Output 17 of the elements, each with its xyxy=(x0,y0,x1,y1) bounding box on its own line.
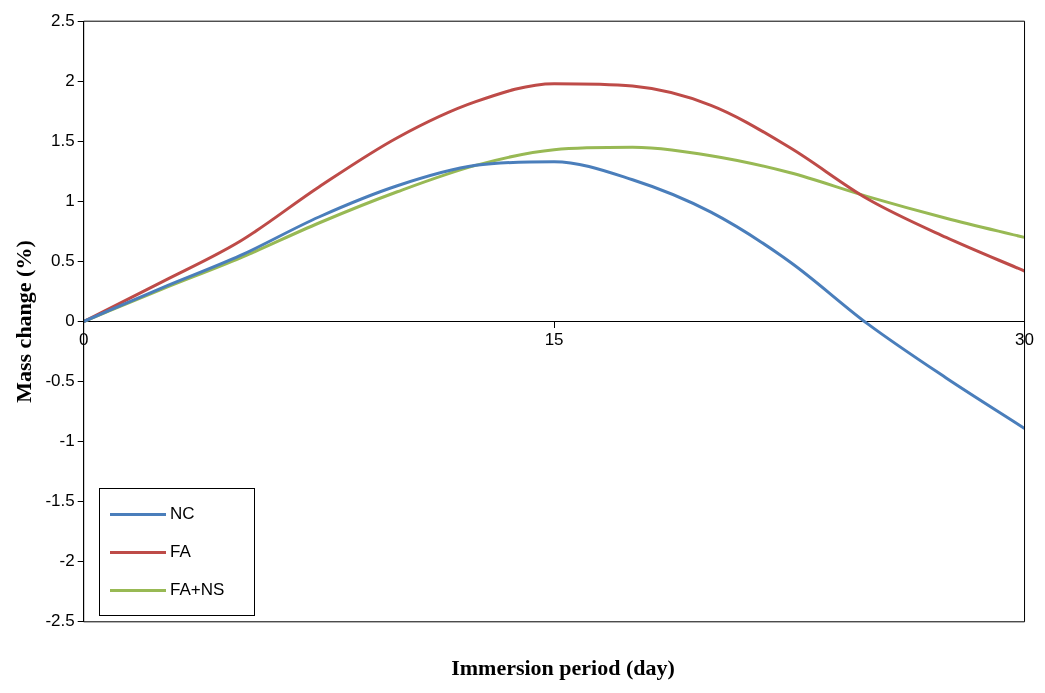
legend-label: FA+NS xyxy=(170,580,225,600)
y-tick-label: 0.5 xyxy=(51,251,75,271)
y-tick-label: 2 xyxy=(65,70,75,90)
legend-label: FA xyxy=(170,542,191,562)
y-tick-label: 0 xyxy=(65,311,75,331)
y-tick-label: 2.5 xyxy=(51,10,75,30)
y-tick-label: -1.5 xyxy=(45,491,75,511)
legend-label: NC xyxy=(170,504,195,524)
y-tick-label: -0.5 xyxy=(45,371,75,391)
y-axis-title: Mass change (%) xyxy=(10,240,36,403)
x-axis-title: Immersion period (day) xyxy=(450,655,676,681)
x-tick-label: 15 xyxy=(544,330,564,350)
y-tick-label: 1.5 xyxy=(51,131,75,151)
y-tick-label: -2.5 xyxy=(45,611,75,631)
y-tick-label: -2 xyxy=(59,551,75,571)
y-tick-label: -1 xyxy=(59,431,75,451)
y-tick-label: 1 xyxy=(65,191,75,211)
